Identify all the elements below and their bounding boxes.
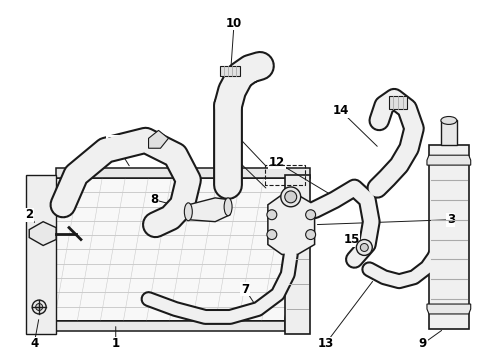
- Polygon shape: [29, 222, 56, 246]
- Text: 4: 4: [30, 337, 38, 350]
- Text: 15: 15: [343, 233, 360, 246]
- Polygon shape: [31, 321, 285, 331]
- Polygon shape: [31, 178, 310, 321]
- Text: 12: 12: [269, 156, 285, 168]
- Polygon shape: [427, 304, 471, 314]
- Circle shape: [285, 191, 297, 203]
- Circle shape: [356, 239, 372, 255]
- Text: 5: 5: [228, 124, 236, 137]
- Polygon shape: [389, 96, 407, 109]
- Text: 14: 14: [332, 104, 349, 117]
- Polygon shape: [188, 198, 230, 222]
- Polygon shape: [26, 175, 56, 334]
- Circle shape: [32, 300, 46, 314]
- Ellipse shape: [224, 198, 232, 216]
- Text: 6: 6: [228, 149, 236, 162]
- Text: 2: 2: [25, 208, 33, 221]
- Circle shape: [267, 230, 277, 239]
- Text: 7: 7: [241, 283, 249, 296]
- Circle shape: [360, 243, 368, 251]
- Text: 11: 11: [107, 136, 123, 149]
- Text: 13: 13: [318, 337, 334, 350]
- Circle shape: [281, 187, 301, 207]
- Polygon shape: [285, 175, 310, 334]
- Ellipse shape: [441, 117, 457, 125]
- Circle shape: [36, 303, 43, 310]
- Polygon shape: [441, 121, 457, 145]
- Polygon shape: [427, 155, 471, 165]
- Polygon shape: [56, 168, 310, 178]
- Polygon shape: [220, 66, 240, 76]
- Polygon shape: [429, 145, 469, 329]
- Polygon shape: [268, 195, 315, 255]
- Text: 9: 9: [419, 337, 427, 350]
- Text: 8: 8: [150, 193, 159, 206]
- Ellipse shape: [184, 203, 192, 221]
- Text: 10: 10: [226, 17, 242, 30]
- Circle shape: [306, 210, 316, 220]
- Text: 1: 1: [112, 337, 120, 350]
- Circle shape: [267, 210, 277, 220]
- Text: 3: 3: [447, 213, 455, 226]
- Polygon shape: [148, 130, 169, 148]
- Circle shape: [306, 230, 316, 239]
